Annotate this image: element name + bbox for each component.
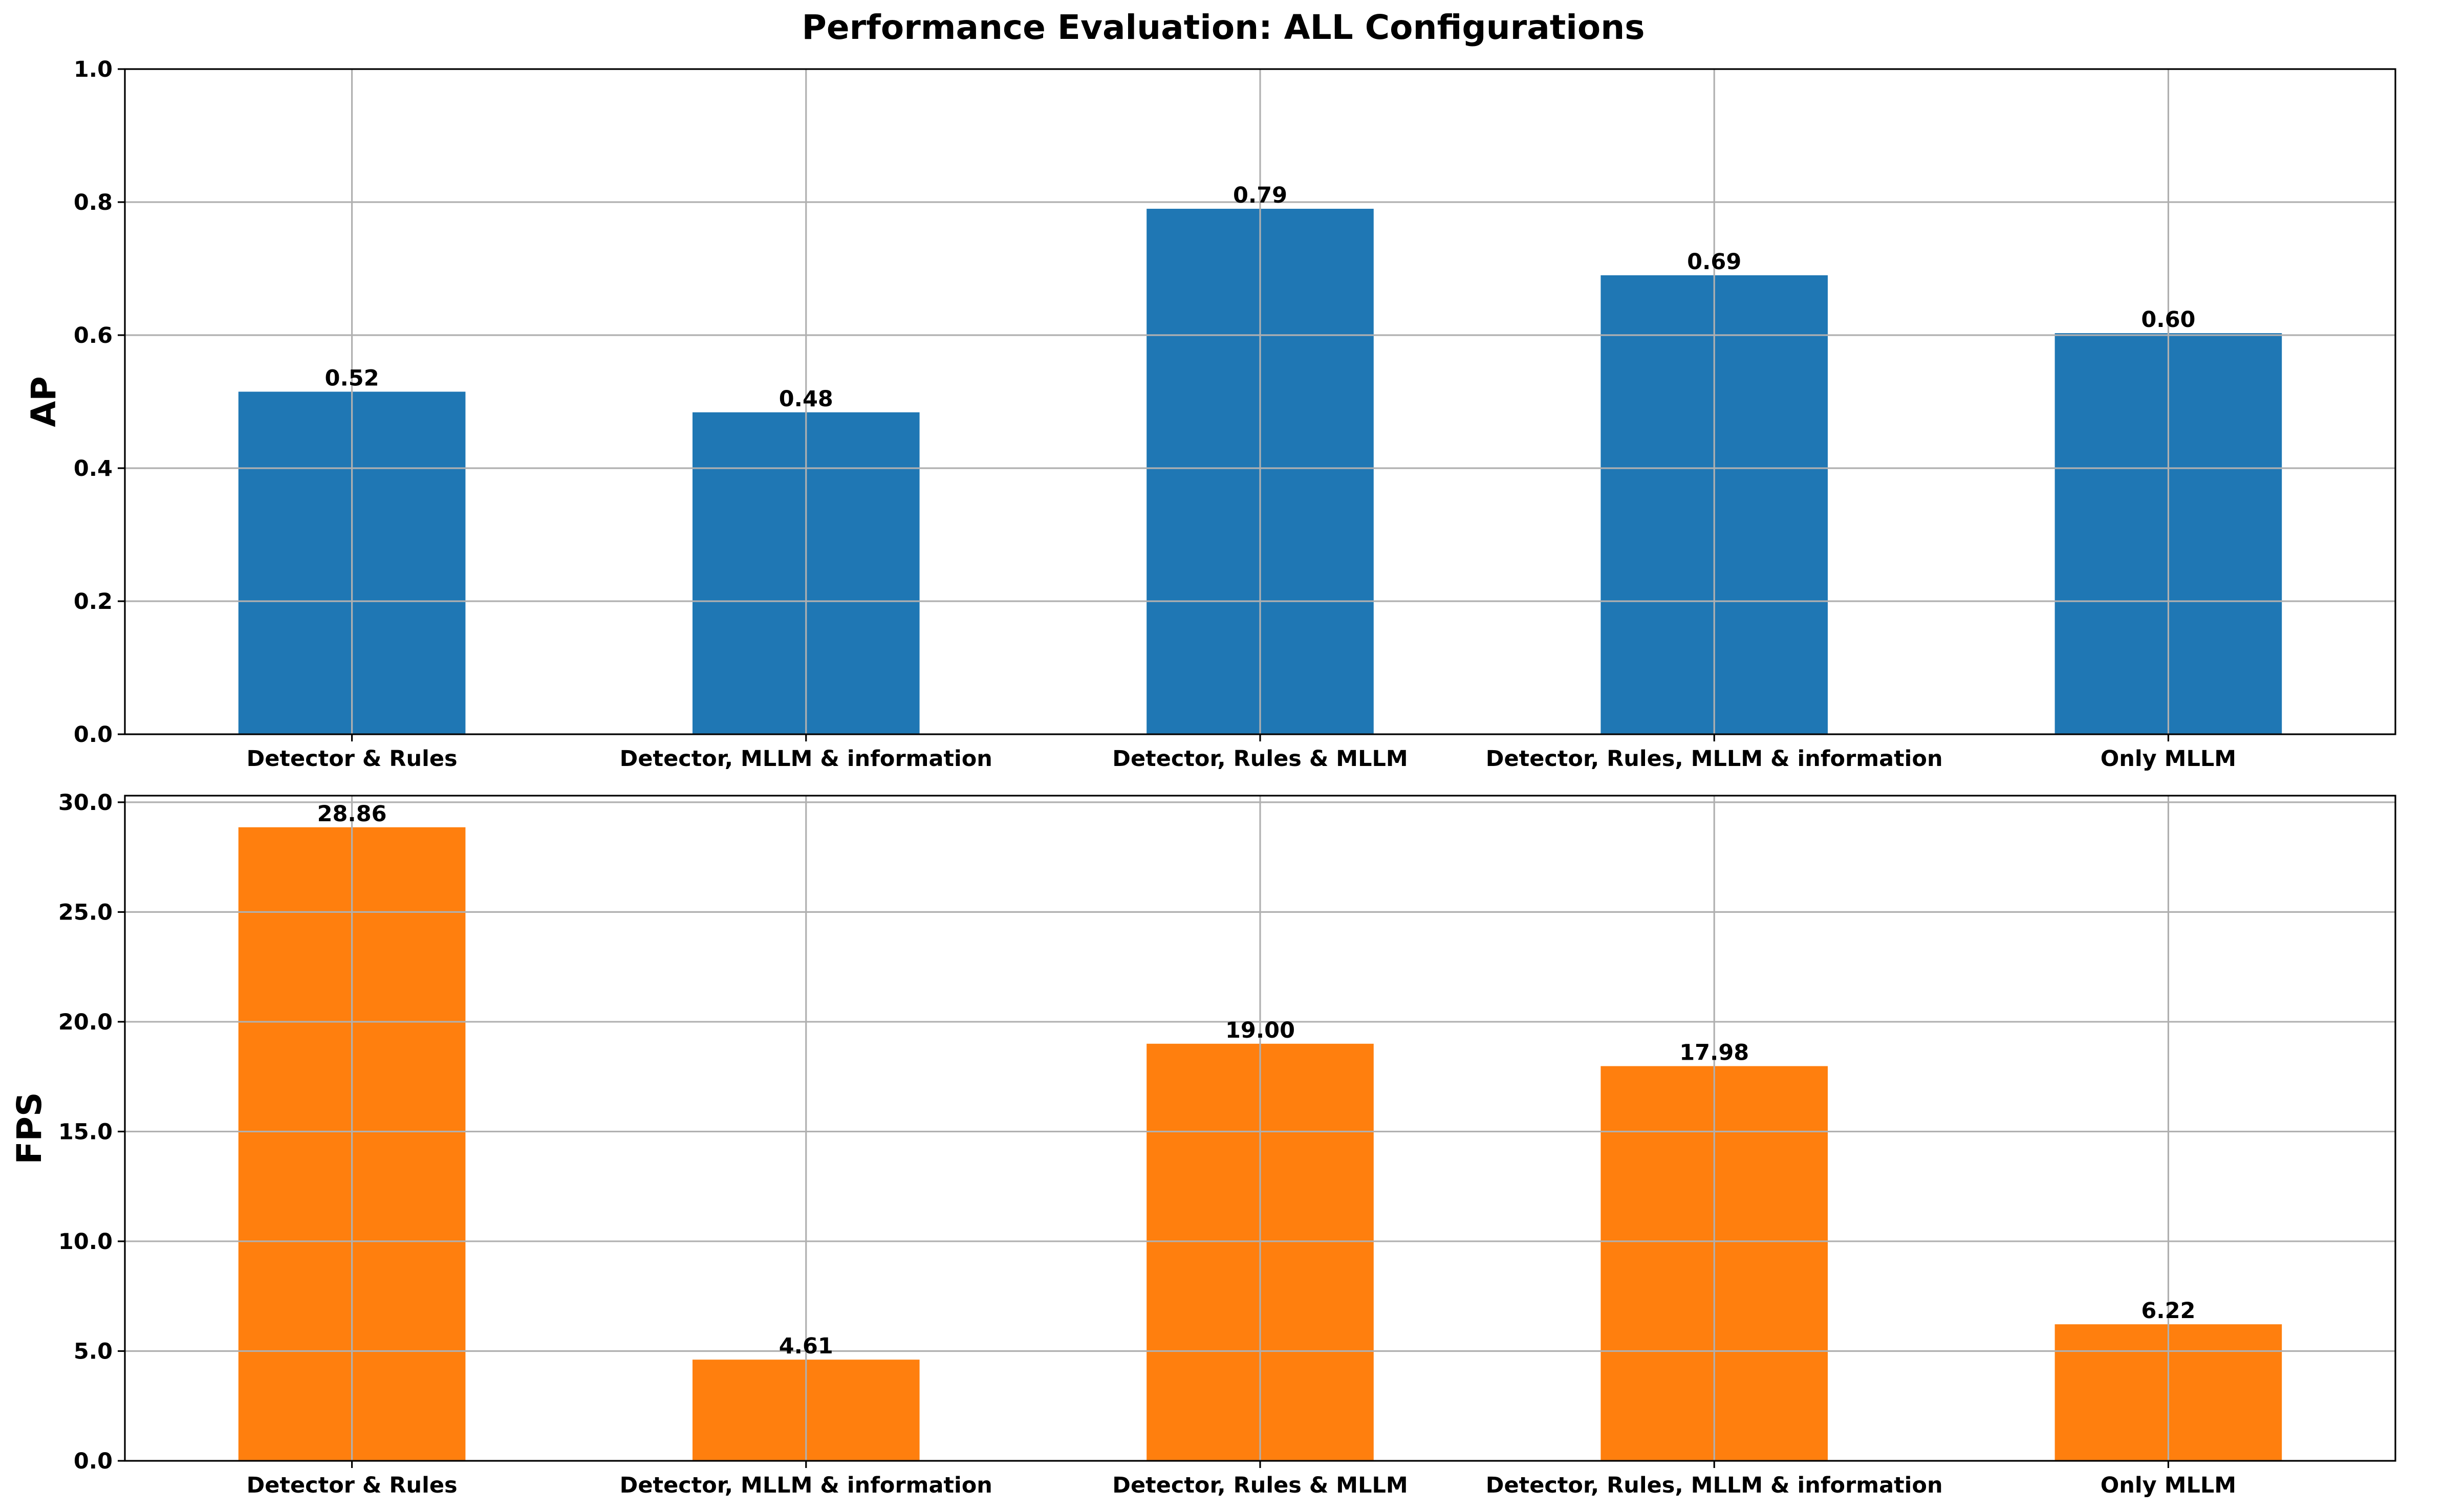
- fps-data-label-3: 19.00: [1225, 1018, 1295, 1043]
- figure-title: Performance Evaluation: ALL Configuratio…: [802, 8, 1645, 47]
- fps-data-label-4: 17.98: [1679, 1040, 1749, 1066]
- ap-data-label-5: 0.60: [2141, 307, 2195, 333]
- ap-xtick-label-2: Detector, Rules & MLLM: [1112, 746, 1408, 772]
- ap-ytick-label-2: 0.4: [74, 456, 113, 481]
- fps-xtick-label-0: Detector & Rules: [247, 1473, 458, 1498]
- ap-ytick-label-0: 0.0: [74, 722, 113, 748]
- fps-ytick-label-1: 5.0: [74, 1339, 113, 1364]
- fps-xtick-label-4: Only MLLM: [2101, 1473, 2236, 1498]
- fps-ytick-label-2: 10.0: [58, 1229, 113, 1255]
- fps-xtick-label-2: Detector, Rules & MLLM: [1112, 1473, 1408, 1498]
- fps-ytick-label-5: 25.0: [58, 900, 113, 925]
- fps-y-axis-label: FPS: [10, 1092, 49, 1165]
- fps-ytick-label-0: 0.0: [74, 1449, 113, 1474]
- ap-data-label-4: 0.69: [1687, 249, 1741, 275]
- fps-ytick-label-6: 30.0: [58, 790, 113, 816]
- fps-ytick-label-3: 15.0: [58, 1119, 113, 1145]
- ap-axes-frame: [124, 68, 2396, 735]
- ap-xtick-label-4: Only MLLM: [2101, 746, 2236, 772]
- fps-xtick-label-1: Detector, MLLM & information: [620, 1473, 992, 1498]
- ap-y-axis-label: AP: [24, 376, 63, 427]
- ap-xtick-label-1: Detector, MLLM & information: [620, 746, 992, 772]
- fps-bar-chart: 28.86 4.61 19.00 17.98 6.22 0.0 5.0 10.0 15.0 20.…: [10, 790, 2396, 1498]
- fps-data-label-1: 28.86: [317, 801, 387, 827]
- ap-data-label-3: 0.79: [1233, 183, 1287, 208]
- fps-data-label-2: 4.61: [779, 1333, 833, 1359]
- fps-data-label-5: 6.22: [2141, 1298, 2195, 1324]
- ap-data-label-1: 0.52: [325, 366, 379, 391]
- ap-data-label-2: 0.48: [779, 386, 833, 412]
- fps-ytick-label-4: 20.0: [58, 1010, 113, 1035]
- ap-ytick-label-1: 0.2: [74, 589, 113, 615]
- fps-xtick-label-3: Detector, Rules, MLLM & information: [1486, 1473, 1943, 1498]
- ap-bar-chart: 0.52 0.48 0.79 0.69 0.60 0.0 0.2 0.4 0.6 0.8 1.0 De…: [24, 57, 2396, 772]
- ap-xtick-label-0: Detector & Rules: [247, 746, 458, 772]
- ap-ytick-label-3: 0.6: [74, 323, 113, 348]
- ap-ytick-label-5: 1.0: [74, 57, 113, 82]
- fps-axes-frame: [124, 795, 2396, 1462]
- ap-ytick-label-4: 0.8: [74, 190, 113, 215]
- ap-xtick-label-3: Detector, Rules, MLLM & information: [1486, 746, 1943, 772]
